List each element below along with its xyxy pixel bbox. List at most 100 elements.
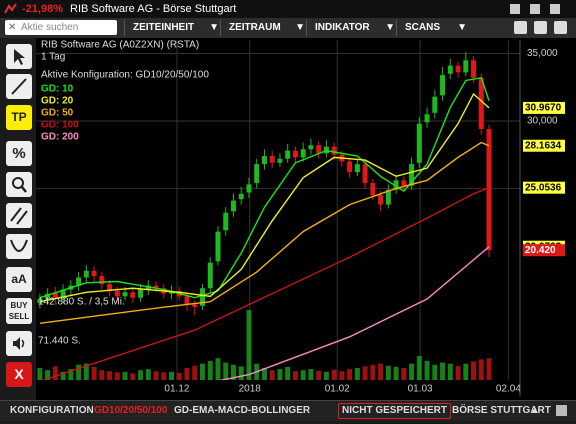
ma-line <box>39 141 490 325</box>
candle-body <box>184 296 190 305</box>
x-tick-label: 02.04 <box>496 384 521 395</box>
cursor-tool[interactable] <box>6 44 32 69</box>
volume-bar <box>153 371 159 380</box>
line-tool[interactable] <box>6 74 32 99</box>
window-button[interactable] <box>510 4 520 14</box>
volume-bar <box>145 369 151 380</box>
volume-bar <box>478 359 484 380</box>
candle-body <box>440 75 446 96</box>
window-button[interactable] <box>550 4 560 14</box>
chart-title: RIB Software AG (A0Z2XN) (RSTA) <box>41 40 199 51</box>
menu-bar: ✕ Aktie suchen ZEITEINHEIT ▼ ZEITRAUM ▼ IN… <box>0 18 576 38</box>
menu-button[interactable]: ZEITRAUM ▼ <box>220 20 309 36</box>
candle-body <box>215 231 221 262</box>
volume-bar <box>424 360 430 380</box>
volume-bar <box>52 366 58 380</box>
volume-tick-label: 71.440 S. <box>38 336 81 347</box>
window-title: RIB Software AG - Börse Stuttgart <box>70 3 237 15</box>
chart-background <box>36 38 576 400</box>
price-tag-label: 28.1634 <box>525 140 562 151</box>
volume-bar <box>323 371 329 380</box>
search-placeholder: Aktie suchen <box>21 22 79 33</box>
candle-body <box>45 293 51 300</box>
volume-bar <box>122 371 128 380</box>
close-tool[interactable]: X <box>6 362 32 387</box>
x-tick-label: 2018 <box>239 384 262 395</box>
volume-bar <box>91 366 97 380</box>
candle-body <box>52 292 58 298</box>
candle-body <box>114 290 120 297</box>
volume-bar <box>292 371 298 380</box>
volume-bar <box>184 367 190 380</box>
parallel-tool[interactable] <box>6 203 32 228</box>
icon-button[interactable] <box>554 21 567 34</box>
candle-body <box>238 193 244 200</box>
candle-body <box>207 262 213 289</box>
curve-tool[interactable] <box>6 234 32 259</box>
volume-bar <box>300 370 306 380</box>
status-icon[interactable] <box>556 405 567 416</box>
volume-bar <box>440 362 446 380</box>
tp-tool[interactable]: TP <box>6 105 32 130</box>
candle-body <box>378 195 384 205</box>
chart: RIB Software AG (A0Z2XN) (RSTA) 1 Tag Ak… <box>36 38 576 400</box>
status-bar: KONFIGURATION GD10/20/50/100 GD-EMA-MACD… <box>0 400 576 421</box>
volume-bar <box>114 372 120 380</box>
volume-bar <box>76 364 82 380</box>
window-button[interactable] <box>530 4 540 14</box>
candle-body <box>285 150 291 159</box>
menu-label: INDIKATOR <box>315 22 370 33</box>
volume-bar <box>385 365 391 380</box>
x-tick-label: 01.03 <box>408 384 433 395</box>
candle-body <box>199 288 205 306</box>
status-preset[interactable]: GD-EMA-MACD-BOLLINGER <box>174 405 311 416</box>
volume-bar <box>215 358 221 380</box>
legend-label: GD: 100 <box>41 120 79 131</box>
legend-label: GD: 20 <box>41 96 74 107</box>
volume-bar <box>107 371 113 380</box>
sound-tool[interactable] <box>6 331 32 356</box>
menu-button[interactable]: SCANS ▼ <box>396 20 471 36</box>
ma-line <box>39 76 490 299</box>
candle-body <box>261 156 267 165</box>
volume-bar <box>316 370 322 380</box>
volume-bar <box>432 364 438 380</box>
change: -21,98% <box>22 3 63 15</box>
candle-body <box>107 284 113 291</box>
volume-bar <box>401 367 407 380</box>
volume-bar <box>370 364 376 380</box>
icon-button[interactable] <box>514 21 527 34</box>
candle-body <box>138 289 144 298</box>
candle-body <box>292 150 298 158</box>
text-tool[interactable]: aA <box>6 267 32 292</box>
search-clear[interactable]: ✕ <box>8 22 17 33</box>
zoom-tool[interactable] <box>6 172 32 197</box>
status-exchange[interactable]: BÖRSE STUTTGART <box>452 405 551 416</box>
icon-button[interactable] <box>534 21 547 34</box>
menu-button[interactable]: ZEITEINHEIT ▼ <box>124 20 223 36</box>
status-state[interactable]: NICHT GESPEICHERT <box>338 403 452 419</box>
candle-body <box>277 158 283 163</box>
candle-body <box>91 270 97 277</box>
volume-bar <box>130 373 136 380</box>
candle-body <box>447 65 453 74</box>
volume-bar <box>83 363 89 380</box>
candle-body <box>370 183 376 196</box>
search-box[interactable]: ✕ Aktie suchen <box>5 20 117 35</box>
candle-body <box>192 304 198 308</box>
status-config[interactable]: GD10/20/50/100 <box>94 405 168 416</box>
candle-body <box>316 145 322 154</box>
candle-body <box>223 212 229 231</box>
candle-body <box>76 277 82 286</box>
candle-body <box>230 200 236 212</box>
percent-tool[interactable]: % <box>6 141 32 166</box>
menu-button[interactable]: INDIKATOR ▼ <box>306 20 399 36</box>
volume-bar <box>463 363 469 380</box>
candle-body <box>347 161 353 173</box>
legend-label: GD: 50 <box>41 108 74 119</box>
status-label: KONFIGURATION <box>10 405 94 416</box>
trade-tool[interactable]: BUY SELL <box>6 298 32 324</box>
status-arrow[interactable]: ▲ <box>530 405 540 416</box>
y-tick-label: 30,000 <box>527 116 558 127</box>
